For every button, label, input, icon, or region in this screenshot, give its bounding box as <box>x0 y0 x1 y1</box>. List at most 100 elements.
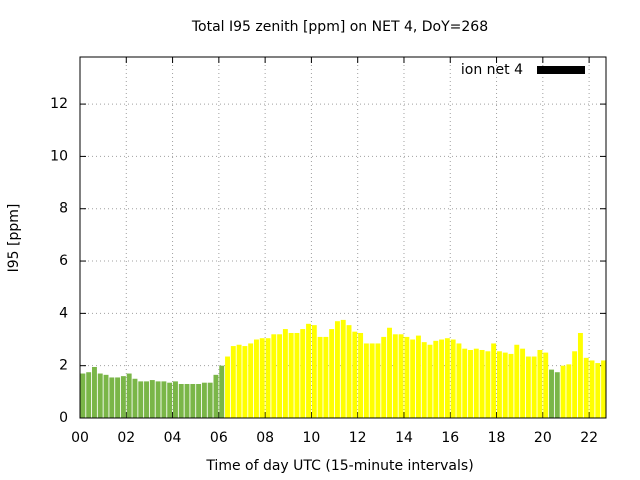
y-tick-label: 4 <box>59 305 68 321</box>
bar <box>381 336 387 418</box>
bar <box>392 334 398 418</box>
bar <box>514 344 520 418</box>
x-tick-label: 16 <box>441 430 459 446</box>
x-tick-label: 10 <box>302 430 320 446</box>
bar <box>92 366 97 418</box>
bar <box>242 346 248 418</box>
bar <box>531 356 537 418</box>
y-tick-label: 8 <box>59 201 68 217</box>
x-tick-label: 02 <box>117 430 135 446</box>
bar <box>115 377 121 418</box>
bar <box>149 380 155 418</box>
bar <box>259 338 265 418</box>
legend-swatch <box>537 66 585 74</box>
bar <box>109 377 115 418</box>
x-tick-label: 00 <box>71 430 89 446</box>
x-tick-label: 14 <box>395 430 413 446</box>
bar <box>410 339 416 418</box>
bar <box>178 383 184 418</box>
bar <box>201 382 207 418</box>
bar <box>346 325 352 418</box>
bar <box>543 352 549 418</box>
x-tick-label: 12 <box>349 430 367 446</box>
bar <box>190 383 196 418</box>
bar <box>265 338 271 418</box>
bar <box>415 335 421 418</box>
bar <box>230 346 236 418</box>
bar <box>184 383 190 418</box>
bar <box>502 352 508 418</box>
plot-frame <box>79 56 607 419</box>
bar <box>167 382 173 418</box>
bar <box>144 381 149 418</box>
bar <box>282 329 288 418</box>
bar <box>508 353 514 418</box>
bar <box>352 331 358 418</box>
bar <box>219 365 225 418</box>
bar <box>589 360 595 418</box>
bar <box>288 332 294 418</box>
bar <box>479 349 485 418</box>
bar <box>572 351 578 418</box>
bar <box>583 357 589 418</box>
bar <box>560 365 566 418</box>
x-tick-label: 06 <box>210 430 228 446</box>
bar <box>126 373 132 418</box>
bar <box>496 351 502 418</box>
y-tick-label: 12 <box>50 96 68 112</box>
bar <box>207 382 213 418</box>
bar <box>404 336 410 418</box>
bar <box>554 372 560 418</box>
bar <box>155 381 161 418</box>
bar <box>473 348 479 418</box>
bar <box>161 381 167 418</box>
bar <box>427 344 433 418</box>
bar <box>577 332 583 418</box>
bar <box>537 349 543 418</box>
bar <box>225 356 230 418</box>
bar <box>433 340 439 418</box>
x-tick-label: 20 <box>534 430 552 446</box>
y-tick-label: 2 <box>59 358 68 374</box>
bar <box>363 343 369 418</box>
bar <box>196 383 202 418</box>
bar <box>468 349 473 418</box>
bar <box>549 369 554 418</box>
bar <box>311 325 317 418</box>
y-axis-label: I95 [ppm] <box>6 204 22 273</box>
bar <box>294 332 300 418</box>
bar <box>340 319 346 418</box>
bar <box>236 344 242 418</box>
bar <box>387 327 392 418</box>
bar <box>213 374 219 418</box>
bar <box>80 373 86 418</box>
x-axis-label: Time of day UTC (15-minute intervals) <box>205 458 473 474</box>
bar <box>271 334 277 418</box>
bar <box>566 364 572 418</box>
x-tick-label: 22 <box>580 430 598 446</box>
y-tick-label: 10 <box>50 148 68 164</box>
chart-title: Total I95 zenith [ppm] on NET 4, DoY=268 <box>191 19 488 35</box>
bar <box>300 329 306 418</box>
y-tick-label: 6 <box>59 253 68 269</box>
bar <box>485 351 491 418</box>
bar <box>323 336 329 418</box>
bar <box>132 378 138 418</box>
bar <box>450 339 456 418</box>
bar <box>601 360 607 418</box>
x-tick-label: 08 <box>256 430 274 446</box>
bar <box>103 374 109 418</box>
bar <box>525 356 531 418</box>
bar <box>358 332 364 418</box>
bar <box>491 343 497 418</box>
bar <box>334 321 340 418</box>
bar <box>369 343 375 418</box>
bar <box>456 343 462 418</box>
bar <box>421 342 427 418</box>
bar <box>138 381 144 418</box>
y-tick-label: 0 <box>59 410 68 426</box>
bar <box>595 363 601 418</box>
bar <box>439 339 445 418</box>
bar <box>317 336 323 418</box>
bar <box>398 334 404 418</box>
